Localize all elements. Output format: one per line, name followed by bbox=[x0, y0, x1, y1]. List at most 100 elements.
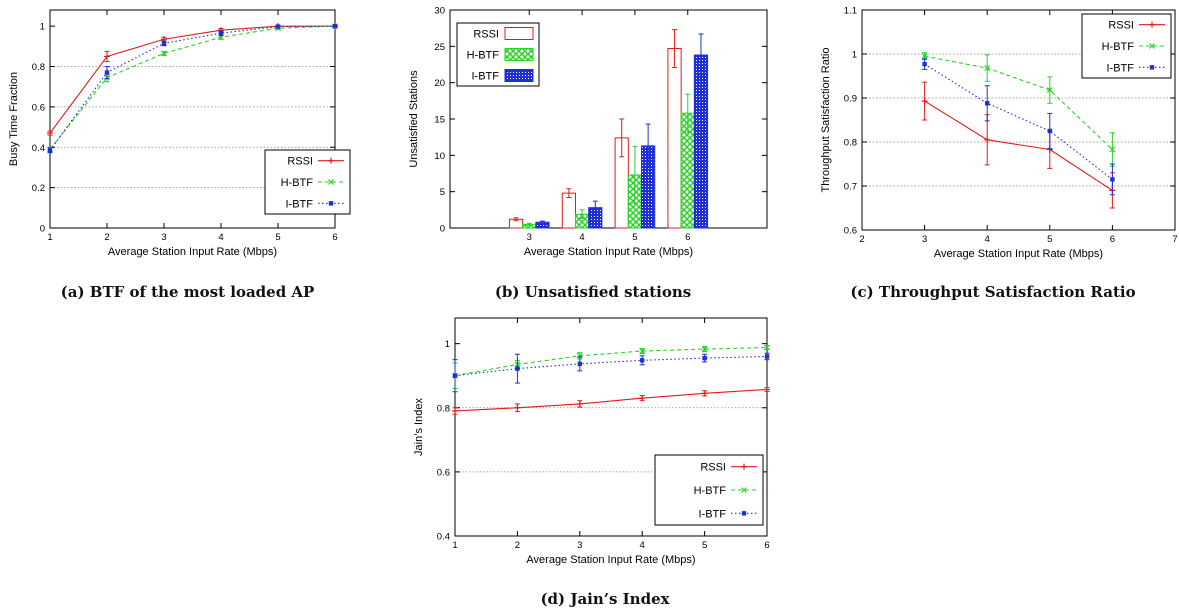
ytick-label-a-1: 0.2 bbox=[32, 183, 45, 194]
plot-frame-c bbox=[861, 9, 1176, 231]
ytick-label-a-3: 0.6 bbox=[32, 102, 45, 113]
series-line-a-H-BTF bbox=[49, 25, 336, 150]
data-point-a-I-BTF-2 bbox=[161, 41, 167, 46]
caption-b: (b) Unsatisfied stations bbox=[494, 283, 692, 301]
xtick-label-c-4: 6 bbox=[1110, 234, 1115, 245]
plot-frame-d bbox=[454, 317, 768, 537]
data-point-c-H-BTF-1-d2 bbox=[984, 65, 991, 72]
xtick-label-a-4: 5 bbox=[275, 232, 280, 243]
legend-marker-a-H-BTF-d2 bbox=[328, 179, 334, 185]
ytick-label-c-5: 1.1 bbox=[844, 6, 857, 17]
legend-marker-d-H-BTF-d2 bbox=[741, 487, 747, 493]
data-point-c-I-BTF-3 bbox=[1110, 177, 1115, 182]
legend-swatch-b-H-BTF bbox=[504, 48, 534, 61]
y-axis-label-b: Unsatisfied Stations bbox=[408, 70, 420, 168]
chart-a-svg: 0 0.2 0.4 0.6 0.8 1 1 2 3 4 5 6 Average Station Inpu… bbox=[8, 9, 351, 258]
ytick-label-c-2: 0.8 bbox=[844, 138, 857, 149]
data-point-a-H-BTF-2-d2 bbox=[161, 50, 167, 57]
y-axis-label-c: Throughput Satisfaction Ratio bbox=[820, 48, 832, 193]
x-axis-label-b: Average Station Input Rate (Mbps) bbox=[524, 246, 693, 258]
data-point-c-I-BTF-0 bbox=[922, 61, 927, 67]
data-point-a-I-BTF-0 bbox=[47, 148, 53, 153]
series-line-d-H-BTF bbox=[454, 346, 768, 377]
legend-label-d-RSSI: RSSI bbox=[700, 462, 726, 474]
chart-b-svg: 0 5 10 15 20 25 30 3 4 5 6 Average Station Input Ra… bbox=[408, 6, 768, 258]
legend-marker-d-I-BTF bbox=[741, 511, 747, 516]
series-line-c-I-BTF bbox=[924, 63, 1113, 180]
ytick-label-b-1: 5 bbox=[440, 187, 445, 198]
legend-swatch-b-I-BTF bbox=[504, 69, 534, 82]
legend-label-a-RSSI: RSSI bbox=[287, 156, 313, 168]
xtick-label-d-4: 5 bbox=[702, 540, 707, 551]
x-axis-label-d: Average Station Input Rate (Mbps) bbox=[526, 554, 695, 566]
legend-label-d-H-BTF: H-BTF bbox=[694, 485, 727, 497]
xtick-label-a-5: 6 bbox=[332, 232, 337, 243]
ytick-label-c-3: 0.9 bbox=[844, 94, 857, 105]
xtick-label-b-3: 6 bbox=[685, 232, 690, 243]
series-line-d-RSSI bbox=[454, 388, 768, 412]
ytick-label-a-5: 1 bbox=[40, 22, 45, 33]
caption-d: (d) Jain’s Index bbox=[540, 590, 670, 608]
caption-c: (c) Throughput Satisfaction Ratio bbox=[850, 283, 1136, 301]
data-point-d-H-BTF-5-d2 bbox=[764, 344, 770, 351]
legend-label-c-I-BTF: I-BTF bbox=[1107, 62, 1135, 74]
legend-label-b-I-BTF: I-BTF bbox=[472, 71, 500, 83]
xtick-label-c-5: 7 bbox=[1172, 234, 1177, 245]
xtick-label-a-3: 4 bbox=[218, 232, 223, 243]
data-point-d-H-BTF-3-d2 bbox=[639, 348, 646, 354]
legend-marker-a-I-BTF bbox=[328, 201, 334, 206]
data-point-c-I-BTF-1 bbox=[985, 101, 990, 106]
legend-label-c-RSSI: RSSI bbox=[1108, 20, 1134, 32]
xtick-label-d-1: 2 bbox=[515, 540, 520, 551]
ytick-label-b-5: 25 bbox=[434, 42, 445, 53]
data-point-d-I-BTF-3 bbox=[640, 358, 645, 363]
data-point-a-I-BTF-4 bbox=[275, 24, 281, 29]
data-point-c-H-BTF-3-d2 bbox=[1109, 146, 1116, 153]
legend-label-b-H-BTF: H-BTF bbox=[467, 50, 500, 62]
xtick-label-a-0: 1 bbox=[47, 232, 52, 243]
data-point-a-I-BTF-1 bbox=[104, 70, 110, 75]
xtick-label-c-3: 5 bbox=[1047, 234, 1052, 245]
ytick-label-b-4: 20 bbox=[434, 78, 445, 89]
caption-a: (a) BTF of the most loaded AP bbox=[60, 283, 315, 301]
ytick-label-b-0: 0 bbox=[440, 224, 445, 235]
legend-marker-c-I-BTF bbox=[1149, 65, 1155, 70]
ytick-label-b-3: 15 bbox=[434, 115, 445, 126]
ytick-label-d-2: 0.8 bbox=[437, 403, 450, 414]
ytick-label-c-1: 0.7 bbox=[844, 182, 857, 193]
ytick-label-b-6: 30 bbox=[434, 6, 445, 17]
xtick-label-d-3: 4 bbox=[640, 540, 645, 551]
ytick-label-b-2: 10 bbox=[434, 151, 445, 162]
ytick-label-d-3: 1 bbox=[445, 339, 450, 350]
xtick-label-a-1: 2 bbox=[104, 232, 109, 243]
ytick-label-c-4: 1 bbox=[852, 50, 857, 61]
legend-swatch-b-RSSI bbox=[504, 27, 534, 40]
ytick-label-c-0: 0.6 bbox=[844, 226, 857, 237]
ytick-label-a-0: 0 bbox=[40, 224, 45, 235]
data-point-d-H-BTF-2-d2 bbox=[576, 352, 583, 359]
xtick-label-d-2: 3 bbox=[577, 540, 582, 551]
ytick-label-d-1: 0.6 bbox=[437, 467, 450, 478]
x-axis-label-c: Average Station Input Rate (Mbps) bbox=[934, 248, 1103, 260]
legend-label-a-H-BTF: H-BTF bbox=[281, 177, 314, 189]
data-point-a-I-BTF-3 bbox=[218, 31, 224, 36]
legend-label-b-RSSI: RSSI bbox=[473, 29, 499, 41]
data-point-d-I-BTF-0 bbox=[452, 373, 458, 378]
data-point-d-I-BTF-1 bbox=[515, 366, 520, 371]
series-line-a-I-BTF bbox=[49, 25, 336, 151]
legend-label-a-I-BTF: I-BTF bbox=[286, 198, 314, 210]
ytick-label-a-4: 0.8 bbox=[32, 62, 45, 73]
xtick-label-b-0: 3 bbox=[527, 232, 532, 243]
xtick-label-c-2: 4 bbox=[985, 234, 990, 245]
xtick-label-b-1: 4 bbox=[579, 232, 584, 243]
chart-d-svg: 0.4 0.6 0.8 1 1 2 3 4 5 6 Average Station Input Ra… bbox=[413, 317, 770, 566]
data-point-d-H-BTF-4-d2 bbox=[701, 346, 708, 353]
xtick-label-a-2: 3 bbox=[161, 232, 166, 243]
data-point-c-H-BTF-2-d2 bbox=[1046, 87, 1053, 94]
series-line-d-I-BTF bbox=[454, 355, 768, 377]
ytick-label-d-0: 0.4 bbox=[437, 532, 450, 543]
chart-c-svg: 0.6 0.7 0.8 0.9 1 1.1 2 3 4 5 6 7 Average Station In… bbox=[820, 6, 1178, 261]
xtick-label-d-0: 1 bbox=[452, 540, 457, 551]
data-point-a-I-BTF-5 bbox=[332, 23, 338, 29]
y-axis-label-a: Busy Time Fraction bbox=[8, 72, 20, 166]
